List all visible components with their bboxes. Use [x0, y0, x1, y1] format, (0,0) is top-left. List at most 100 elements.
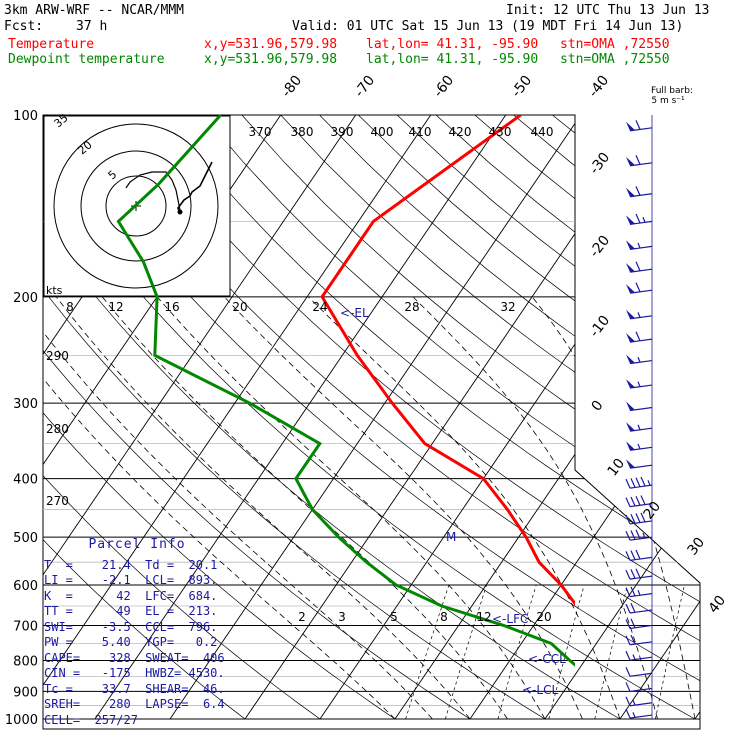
parcel-level-marker: <-CCL	[528, 652, 566, 666]
wind-barb	[625, 586, 653, 598]
mixing-ratio-label: 12	[476, 610, 491, 624]
pressure-tick-label: 500	[13, 531, 38, 546]
wind-barb-pennant	[626, 441, 635, 451]
dry-adiabat-line	[43, 115, 321, 720]
wind-barb-full	[635, 282, 641, 293]
wind-barb-full	[625, 619, 631, 629]
wind-barb-pennant	[626, 333, 635, 343]
wind-barb-full	[640, 495, 646, 505]
mixing-ratio-label: 8	[440, 610, 448, 624]
dewpoint-legend: Dewpoint temperature	[8, 52, 165, 67]
dry-adiabat-line	[125, 115, 700, 720]
wind-barb	[625, 682, 653, 693]
hodograph-ring	[53, 123, 219, 289]
wind-barb-pennant	[626, 284, 635, 294]
wind-barb	[626, 331, 653, 343]
parcel-row: CAPE= 328 SWEAT= 406	[44, 650, 225, 665]
wind-barb-full	[625, 497, 631, 507]
wind-barb-full	[635, 568, 641, 578]
wind-barb-staff	[629, 656, 653, 661]
dry-adiabat-line	[319, 115, 700, 720]
wind-barb-pennant	[626, 240, 635, 250]
dry-adiabat-line	[513, 115, 700, 720]
parcel-level-marker: <-EL	[340, 306, 369, 320]
theta-e-label: 440	[531, 125, 554, 139]
moist-adiabat-line	[43, 296, 433, 720]
wind-barb-full	[625, 530, 631, 541]
isotherm-label: -30	[587, 150, 614, 178]
wind-barb	[625, 603, 653, 614]
wind-barb-staff	[629, 556, 653, 561]
wind-barb-half	[637, 424, 641, 431]
theta-e-label: 380	[291, 125, 314, 139]
forecast-label: Fcst:	[4, 19, 44, 34]
wind-barb	[625, 650, 653, 661]
wind-barb-full	[635, 261, 641, 272]
wind-barb-full	[635, 213, 641, 224]
wind-barb-pennant	[626, 309, 635, 319]
moist-adiabat-line	[308, 296, 621, 720]
dry-adiabat-line	[47, 115, 700, 720]
wind-barb-half	[637, 312, 641, 318]
isotherm-label: 10	[605, 456, 629, 480]
wind-barb	[625, 529, 653, 541]
wind-barb-staff	[629, 359, 653, 365]
wind-barb-half	[642, 532, 646, 539]
wind-barb-half	[637, 356, 641, 363]
wind-barb	[626, 120, 653, 132]
isotherm-label: -80	[279, 73, 306, 101]
dry-adiabat-line	[590, 115, 700, 720]
wind-barb	[626, 441, 653, 451]
wind-barb-full	[630, 603, 636, 613]
parcel-level-marker: <-LFC	[492, 612, 528, 626]
wind-barb-full	[625, 551, 631, 561]
wind-barb-pennant	[626, 121, 635, 131]
isotherm-line	[169, 115, 582, 720]
moist-adiabat-line	[101, 296, 508, 720]
pressure-tick-label: 900	[13, 685, 38, 700]
wind-barb-staff	[629, 503, 653, 508]
isotherm-line	[244, 115, 657, 720]
mixing-ratio-line	[594, 584, 628, 720]
wind-barb	[626, 186, 653, 198]
pressure-tick-label: 800	[13, 654, 38, 669]
dew-xy: x,y=531.96,579.98	[204, 52, 338, 67]
wind-barb-half	[637, 589, 641, 596]
wind-barb-staff	[629, 220, 653, 225]
parcel-row: CIN = -175 HWBZ= 4530.	[44, 666, 225, 680]
temp-station: stn=OMA ,72550	[560, 37, 670, 52]
wind-barb-full	[635, 331, 641, 341]
parcel-row: T = 21.4 Td = 20.1	[44, 557, 218, 572]
wind-barb-full	[635, 155, 641, 165]
hodograph-ring	[80, 150, 192, 262]
wind-barbs	[625, 115, 653, 719]
isotherm-line	[43, 115, 432, 720]
wind-barb-full	[625, 587, 631, 597]
wind-barb	[625, 495, 653, 508]
mixing-ratio-line	[445, 584, 487, 720]
wind-barb-staff	[629, 484, 653, 489]
parcel-row: CELL= 257/27	[44, 712, 138, 727]
hodograph-storm-point	[177, 209, 183, 215]
wind-barb-pennant	[626, 379, 635, 389]
isotherm-line	[619, 115, 700, 720]
wind-barb-half	[642, 217, 646, 223]
wind-barb	[626, 354, 653, 365]
isotherm-line	[394, 115, 700, 720]
wind-barb-staff	[629, 193, 653, 198]
barb-legend-title: Full barb:	[651, 86, 693, 96]
wind-barb-pennant	[626, 187, 635, 197]
parcel-info-title: Parcel Info	[88, 537, 186, 552]
dewpoint-line	[116, 115, 575, 667]
valid-time: Valid: 01 UTC Sat 15 Jun 13 (19 MDT Fri …	[292, 19, 684, 34]
wind-barb-full	[625, 569, 631, 580]
wind-barb-full	[630, 514, 636, 524]
wind-barb-staff	[629, 609, 653, 614]
wind-barb-full	[635, 529, 641, 540]
wind-barb-full	[630, 634, 636, 645]
wind-barb-staff	[629, 245, 653, 250]
theta-label: 280	[46, 422, 69, 436]
theta-label: 290	[46, 349, 69, 363]
wind-barb-half	[632, 654, 636, 660]
wind-barb-half	[632, 699, 636, 706]
